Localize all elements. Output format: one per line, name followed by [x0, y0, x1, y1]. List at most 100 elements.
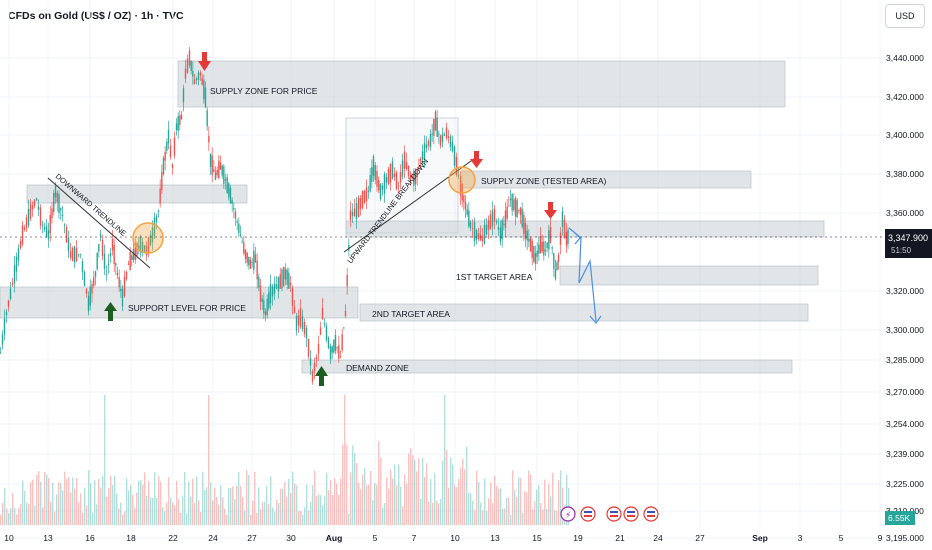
volume-bar: [414, 459, 416, 525]
volume-bar: [500, 488, 502, 525]
volume-bar: [282, 489, 284, 525]
y-axis[interactable]: 3,440.000 3,420.000 3,400.000 3,380.000 3,36…: [886, 53, 924, 543]
candle-body: [141, 241, 144, 252]
volume-bar: [66, 479, 68, 525]
current-zone-box: [345, 220, 825, 238]
candle-body: [365, 187, 368, 202]
volume-bar: [300, 511, 302, 525]
event-icons[interactable]: ⚡: [560, 506, 659, 522]
candle-body: [536, 250, 538, 257]
volume-bar: [316, 495, 318, 525]
volume-bar: [498, 488, 500, 525]
candle-body: [228, 183, 230, 198]
candle-body: [313, 363, 316, 372]
volume-bar: [238, 472, 240, 525]
candle-body: [477, 233, 480, 240]
volume-bar: [42, 507, 44, 525]
candle-body: [60, 208, 62, 211]
candle-body: [447, 136, 450, 139]
candle-body: [17, 248, 20, 261]
candle-body: [407, 165, 410, 176]
y-tick-label: 3,440.000: [886, 53, 924, 63]
candle-body: [54, 186, 57, 198]
candle-body: [120, 288, 122, 291]
candle-body: [37, 206, 40, 210]
candle-body: [193, 79, 196, 84]
volume-bar: [324, 496, 326, 525]
volume-bar: [98, 478, 100, 525]
volume-bar: [80, 493, 82, 525]
candle-body: [497, 226, 500, 230]
candle-body: [153, 217, 156, 237]
x-tick-label: 10: [4, 533, 14, 543]
candle-body: [161, 172, 163, 190]
candle-body: [51, 208, 53, 219]
volume-bar: [374, 482, 376, 525]
volume-bar: [270, 476, 272, 525]
volume-bar: [26, 502, 28, 525]
candle-body: [169, 145, 172, 158]
candle-body: [29, 203, 32, 219]
volume-bar: [310, 502, 312, 525]
volume-bar: [86, 505, 88, 525]
candle-body: [433, 118, 435, 136]
volume-bar: [30, 482, 32, 525]
candle-body: [557, 254, 560, 262]
candle-body: [3, 318, 6, 335]
candle-body: [149, 234, 152, 246]
volume-bar: [58, 482, 60, 525]
volume-bar: [372, 500, 374, 525]
currency-button[interactable]: USD: [885, 4, 925, 28]
volume-bar: [228, 488, 230, 525]
y-tick-label: 3,239.000: [886, 449, 924, 459]
volume-bar: [266, 486, 268, 525]
candle-body: [56, 192, 58, 203]
candle-body: [443, 135, 446, 136]
candle-body: [214, 172, 217, 180]
candle-body: [493, 208, 496, 222]
volume-bar: [144, 472, 146, 525]
x-tick-label: 13: [490, 533, 500, 543]
y-tick-label: 3,225.000: [886, 479, 924, 489]
candle-body: [35, 198, 38, 201]
candle-body: [483, 224, 486, 244]
candle-body: [357, 197, 360, 217]
second-target-box: [359, 303, 809, 322]
candle-body: [197, 72, 200, 81]
demand-zone-box: [301, 359, 793, 374]
volume-bar: [152, 497, 154, 525]
us-event-icon-2: [606, 506, 622, 522]
x-axis[interactable]: 10 13 16 18 22 24 27 30 Aug 5 7 10 13 15 19 21 24 27 Sep 3 5…: [4, 533, 882, 543]
volume-bar: [44, 472, 46, 525]
candle-body: [211, 155, 213, 176]
candle-body: [403, 151, 406, 169]
candle-body: [236, 221, 238, 223]
candle-body: [544, 249, 547, 252]
candle-body: [43, 227, 46, 230]
candle-body: [206, 110, 208, 127]
volume-bar: [168, 477, 170, 525]
candle-body: [101, 239, 104, 256]
x-tick-label: 22: [168, 533, 178, 543]
volume-bar: [424, 477, 426, 525]
volume-bar: [36, 474, 38, 525]
candle-body: [533, 246, 535, 262]
volume-bar: [450, 457, 452, 525]
volume-bar: [542, 509, 544, 525]
candle-body: [305, 328, 308, 338]
volume-bar: [398, 464, 400, 525]
volume-bar: [544, 479, 546, 525]
volume-bar: [206, 487, 208, 525]
volume-bar: [198, 500, 200, 525]
candle-body: [261, 298, 263, 303]
candle-body: [436, 117, 438, 137]
volume-bar: [78, 502, 80, 525]
x-tick-label: 5: [839, 533, 844, 543]
volume-bar: [378, 441, 380, 525]
volume-bar: [274, 511, 276, 525]
candle-body: [266, 298, 268, 315]
label-support-level: SUPPORT LEVEL FOR PRICE: [128, 303, 246, 313]
candle-body: [208, 135, 210, 143]
